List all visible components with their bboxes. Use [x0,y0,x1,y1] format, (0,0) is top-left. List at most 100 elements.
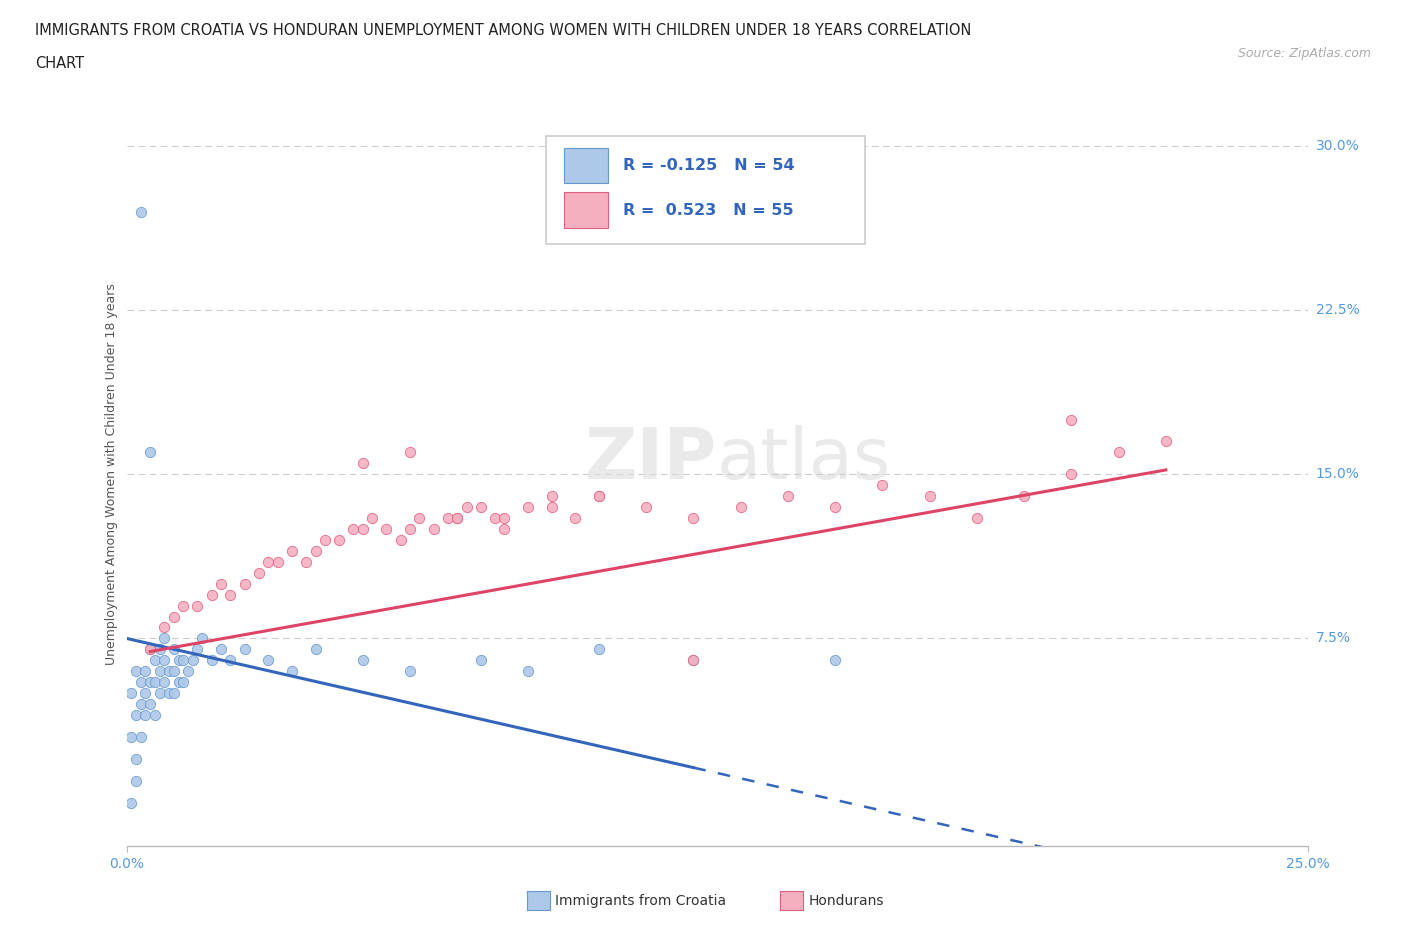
Point [120,795,142,810]
Point [352,456,374,471]
Text: Immigrants from Croatia: Immigrants from Croatia [555,894,727,909]
Point [470,653,492,668]
Point [682,653,704,668]
Point [125,664,148,679]
Point [172,598,194,613]
Point [172,653,194,668]
Point [200,653,222,668]
Point [446,511,468,525]
Point [682,511,704,525]
Point [494,522,516,537]
Point [456,499,478,514]
Point [129,729,152,744]
Point [149,664,172,679]
Text: 7.5%: 7.5% [1316,631,1351,645]
Point [153,631,176,645]
Point [157,664,180,679]
Point [129,697,152,711]
Point [163,609,186,624]
Text: 15.0%: 15.0% [1316,467,1360,482]
Point [730,499,752,514]
Point [484,511,506,525]
Point [209,642,232,657]
Point [200,587,222,602]
Point [139,675,162,690]
Point [149,642,172,657]
Point [125,708,148,723]
Point [134,708,156,723]
Point [233,577,256,591]
Point [872,478,894,493]
Point [966,511,988,525]
Point [824,499,846,514]
Point [143,653,166,668]
Point [143,675,166,690]
Point [422,522,444,537]
Point [233,642,256,657]
Text: Hondurans: Hondurans [808,894,884,909]
Point [636,499,658,514]
Point [1060,412,1083,427]
Point [540,499,562,514]
Point [143,708,166,723]
Point [470,499,492,514]
FancyBboxPatch shape [546,136,865,244]
Point [1154,434,1177,449]
Point [167,653,190,668]
Y-axis label: Unemployment Among Women with Children Under 18 years: Unemployment Among Women with Children U… [105,284,118,665]
Text: 22.5%: 22.5% [1316,303,1360,317]
Point [352,522,374,537]
Point [139,642,162,657]
Point [163,642,186,657]
Point [314,533,336,548]
Point [257,653,280,668]
Point [295,554,318,569]
Point [120,685,142,700]
Point [186,642,208,657]
Point [134,664,156,679]
Point [139,697,162,711]
Point [399,664,422,679]
Point [564,511,586,525]
Point [267,554,290,569]
FancyBboxPatch shape [564,148,609,183]
Point [139,642,162,657]
Point [149,685,172,700]
Point [540,489,562,504]
Point [219,587,242,602]
Point [517,664,540,679]
Point [163,685,186,700]
Point [408,511,430,525]
Point [247,565,270,580]
Text: R = -0.125   N = 54: R = -0.125 N = 54 [623,158,794,173]
Point [129,675,152,690]
Point [125,773,148,788]
Point [163,664,186,679]
Point [172,675,194,690]
Point [219,653,242,668]
Point [153,675,176,690]
Point [177,664,200,679]
Point [352,653,374,668]
Point [328,533,350,548]
Point [342,522,364,537]
Point [281,543,304,558]
Point [1060,467,1083,482]
Point [125,751,148,766]
Point [776,489,799,504]
Point [304,543,326,558]
Point [209,577,232,591]
Point [517,499,540,514]
Text: R =  0.523   N = 55: R = 0.523 N = 55 [623,203,793,218]
Point [436,511,458,525]
Point [139,445,162,459]
Point [281,664,304,679]
Point [588,642,610,657]
Point [257,554,280,569]
Text: Source: ZipAtlas.com: Source: ZipAtlas.com [1237,46,1371,60]
Text: CHART: CHART [35,56,84,71]
Text: 30.0%: 30.0% [1316,140,1360,153]
Point [399,522,422,537]
Text: IMMIGRANTS FROM CROATIA VS HONDURAN UNEMPLOYMENT AMONG WOMEN WITH CHILDREN UNDER: IMMIGRANTS FROM CROATIA VS HONDURAN UNEM… [35,23,972,38]
Text: ZIP: ZIP [585,425,717,494]
